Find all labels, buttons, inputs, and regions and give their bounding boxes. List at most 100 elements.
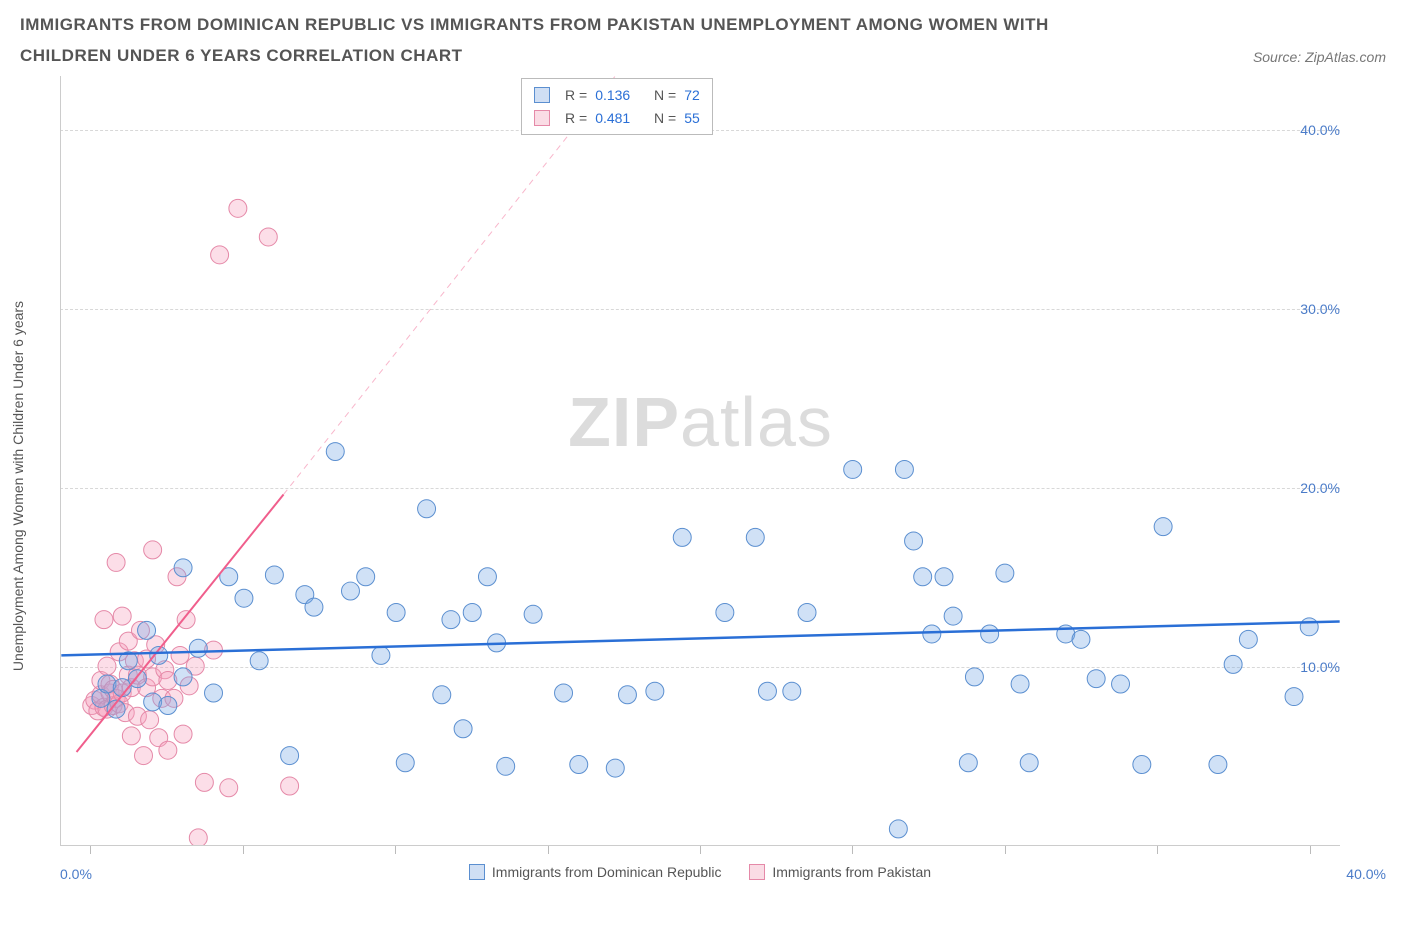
data-point [95, 611, 113, 629]
data-point [555, 684, 573, 702]
data-point [159, 741, 177, 759]
y-tick-label: 30.0% [1300, 301, 1340, 317]
y-tick-label: 40.0% [1300, 122, 1340, 138]
data-point [250, 652, 268, 670]
y-axis-tick-labels: 10.0%20.0%30.0%40.0% [1284, 76, 1340, 846]
data-point [923, 625, 941, 643]
data-point [646, 682, 664, 700]
swatch-blue-icon [469, 864, 485, 880]
data-point [524, 605, 542, 623]
data-point [433, 686, 451, 704]
data-point [171, 647, 189, 665]
data-point [107, 554, 125, 572]
data-point [220, 779, 238, 797]
header: IMMIGRANTS FROM DOMINICAN REPUBLIC VS IM… [10, 10, 1396, 76]
data-point [138, 622, 156, 640]
data-point [387, 604, 405, 622]
data-point [372, 647, 390, 665]
data-point [195, 774, 213, 792]
data-point [889, 820, 907, 838]
data-point [798, 604, 816, 622]
x-tick-mark [90, 846, 91, 854]
plot-region: ZIPatlas R = 0.136 N = 72 R = 0.481 [60, 76, 1340, 846]
data-point [497, 758, 515, 776]
x-tick-mark [243, 846, 244, 854]
data-point [141, 711, 159, 729]
data-point [135, 747, 153, 765]
data-point [122, 727, 140, 745]
data-point [959, 754, 977, 772]
data-point [914, 568, 932, 586]
data-point [944, 607, 962, 625]
correlation-stat-box: R = 0.136 N = 72 R = 0.481 N = 55 [521, 78, 713, 135]
data-point [305, 598, 323, 616]
swatch-pink-icon [534, 110, 550, 126]
x-tick-mark [700, 846, 701, 854]
data-point [905, 532, 923, 550]
data-point [1133, 756, 1151, 774]
data-point [259, 228, 277, 246]
regression-line-pink-dash [284, 76, 616, 494]
data-point [189, 639, 207, 657]
data-point [396, 754, 414, 772]
data-point [618, 686, 636, 704]
data-point [454, 720, 472, 738]
legend-label-blue: Immigrants from Dominican Republic [492, 864, 722, 880]
data-point [177, 611, 195, 629]
data-point [606, 759, 624, 777]
data-point [746, 529, 764, 547]
y-axis-label: Unemployment Among Women with Children U… [10, 301, 26, 671]
x-tick-mark [548, 846, 549, 854]
data-point [281, 747, 299, 765]
data-point [98, 657, 116, 675]
swatch-pink-icon [749, 864, 765, 880]
data-point [174, 559, 192, 577]
data-point [996, 564, 1014, 582]
scatter-svg [61, 76, 1340, 845]
regression-line-blue [61, 622, 1339, 656]
data-point [1224, 656, 1242, 674]
data-point [189, 829, 207, 845]
x-tick-mark [1157, 846, 1158, 854]
x-tick-mark [852, 846, 853, 854]
chart-title: IMMIGRANTS FROM DOMINICAN REPUBLIC VS IM… [20, 10, 1120, 71]
stat-row-blue: R = 0.136 N = 72 [534, 84, 700, 106]
data-point [205, 684, 223, 702]
data-point [174, 725, 192, 743]
data-point [478, 568, 496, 586]
data-point [716, 604, 734, 622]
data-point [935, 568, 953, 586]
data-point [570, 756, 588, 774]
chart-area: Unemployment Among Women with Children U… [10, 76, 1396, 896]
data-point [673, 529, 691, 547]
x-tick-mark [1310, 846, 1311, 854]
data-point [1087, 670, 1105, 688]
data-point [159, 697, 177, 715]
data-point [895, 461, 913, 479]
data-point [357, 568, 375, 586]
data-point [965, 668, 983, 686]
swatch-blue-icon [534, 87, 550, 103]
data-point [235, 589, 253, 607]
data-point [211, 246, 229, 264]
stat-row-pink: R = 0.481 N = 55 [534, 107, 700, 129]
r-label: R = [565, 107, 587, 129]
source-label: Source: ZipAtlas.com [1253, 49, 1386, 65]
r-value-blue: 0.136 [595, 84, 630, 106]
data-point [281, 777, 299, 795]
legend-item-pink: Immigrants from Pakistan [749, 864, 931, 880]
data-point [1209, 756, 1227, 774]
data-point [341, 582, 359, 600]
x-axis-label-right: 40.0% [1346, 866, 1386, 882]
data-point [1020, 754, 1038, 772]
data-point [418, 500, 436, 518]
data-point [1011, 675, 1029, 693]
bottom-legend: Immigrants from Dominican Republic Immig… [60, 864, 1340, 883]
n-value-blue: 72 [684, 84, 700, 106]
data-point [1112, 675, 1130, 693]
data-point [113, 607, 131, 625]
y-tick-label: 20.0% [1300, 480, 1340, 496]
x-tick-mark [1005, 846, 1006, 854]
data-point [174, 668, 192, 686]
data-point [981, 625, 999, 643]
